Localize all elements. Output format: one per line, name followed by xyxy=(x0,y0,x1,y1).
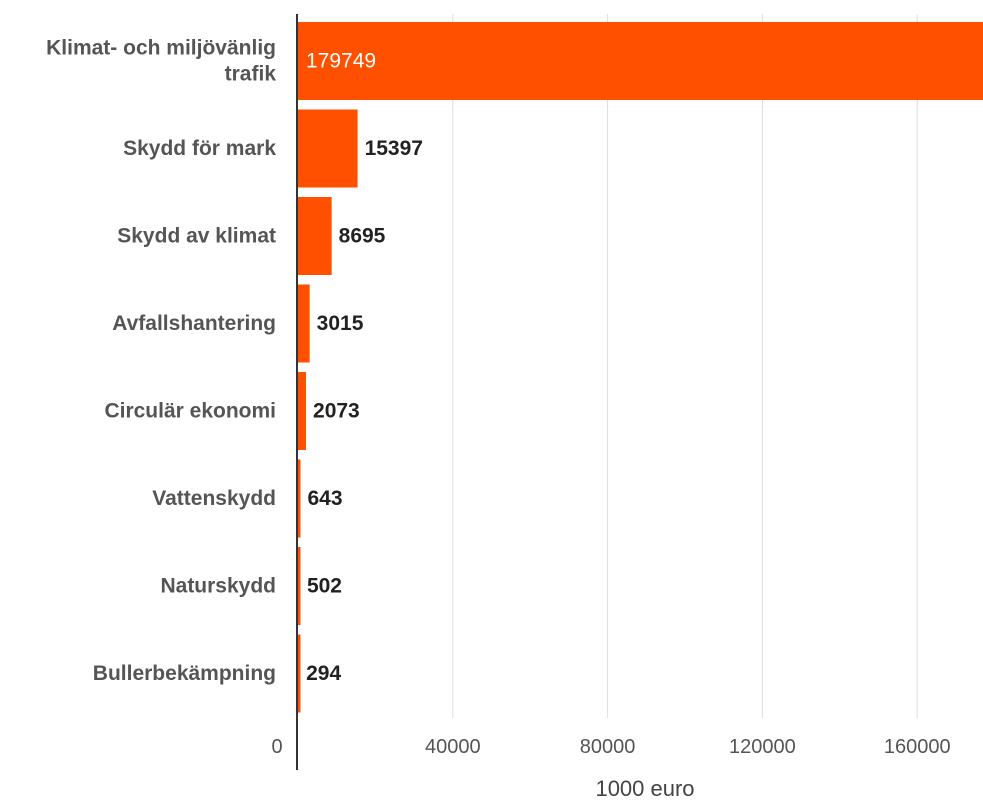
bar xyxy=(298,22,983,100)
value-label: 2073 xyxy=(313,400,360,423)
value-label: 15397 xyxy=(365,137,423,160)
value-labels: 179749 15397 8695 3015 2073 643 502 294 xyxy=(306,50,423,686)
category-label: Avfallshantering xyxy=(112,312,276,335)
x-axis-title: 1000 euro xyxy=(595,776,694,801)
category-labels: Klimat- och miljövänlig trafik Skydd för m… xyxy=(46,37,276,686)
category-label: Naturskydd xyxy=(160,575,276,598)
x-tick-label: 160000 xyxy=(884,736,951,758)
bar xyxy=(298,109,358,188)
bar xyxy=(298,284,310,363)
value-label: 8695 xyxy=(339,225,386,248)
value-label: 3015 xyxy=(317,312,364,335)
bar xyxy=(298,372,307,450)
value-label: 294 xyxy=(306,662,341,685)
bar xyxy=(298,197,332,275)
x-tick-labels: 0 40000 80000 120000 160000 xyxy=(271,736,950,758)
bar xyxy=(298,547,301,625)
bar xyxy=(298,459,301,538)
value-label: 179749 xyxy=(306,50,376,73)
category-label: Circulär ekonomi xyxy=(104,400,276,423)
category-label: Klimat- och miljövänlig trafik xyxy=(46,37,276,86)
bars xyxy=(298,22,983,713)
bar xyxy=(298,634,301,713)
category-label: Skydd för mark xyxy=(123,137,276,160)
category-label: Skydd av klimat xyxy=(117,225,276,248)
x-tick-label: 80000 xyxy=(580,736,636,758)
x-tick-label: 120000 xyxy=(729,736,796,758)
value-label: 502 xyxy=(307,575,342,598)
category-label: Vattenskydd xyxy=(152,487,276,510)
value-label: 643 xyxy=(307,487,342,510)
grid-lines xyxy=(452,14,918,718)
x-tick-label: 0 xyxy=(271,736,282,758)
category-label: Bullerbekämpning xyxy=(93,662,276,685)
x-tick-label: 40000 xyxy=(425,736,481,758)
